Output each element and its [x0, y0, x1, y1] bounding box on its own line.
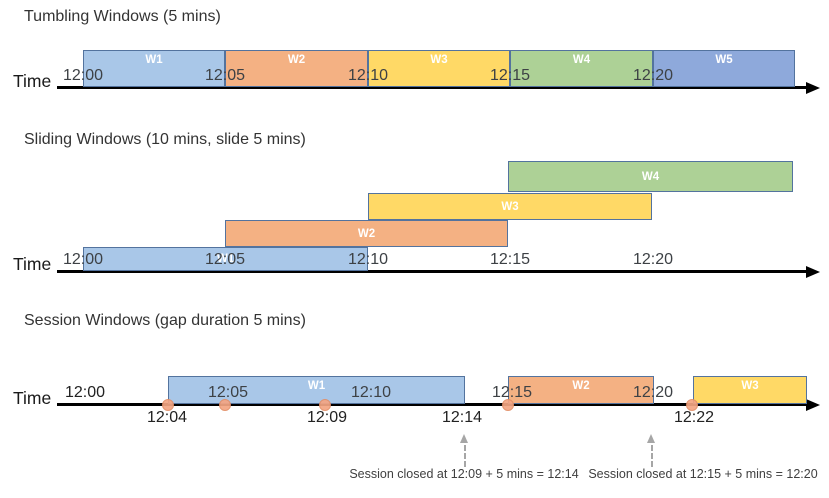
tumbling-window-w4: W4 — [510, 50, 653, 87]
tumbling-axis-label: Time — [13, 71, 52, 91]
session-window-w3: W3 — [693, 376, 807, 404]
tumbling-arrowhead-icon — [806, 82, 820, 94]
sliding-window-w2: W2 — [225, 220, 508, 247]
window-label: W3 — [741, 380, 759, 392]
event-label-12-09: 12:09 — [306, 409, 348, 426]
tumbling-title: Tumbling Windows (5 mins) — [24, 8, 221, 25]
window-label: W3 — [430, 54, 448, 66]
event-label-12-04: 12:04 — [146, 409, 188, 426]
tick-12-10: 12:10 — [347, 251, 389, 268]
sliding-arrowhead-icon — [806, 266, 820, 278]
session-window-w2: W2 — [508, 376, 654, 404]
dashed-up-arrow-icon — [647, 434, 655, 443]
close-label-12-14: 12:14 — [441, 409, 483, 426]
window-label: W3 — [501, 200, 519, 213]
window-label: W1 — [216, 253, 235, 265]
dashed-arrow-line — [651, 445, 653, 467]
session-close-annotation-1: Session closed at 12:09 + 5 mins = 12:14 — [349, 467, 579, 481]
session-timeline — [57, 403, 806, 406]
tick-12-20: 12:20 — [632, 251, 674, 268]
event-dot — [319, 399, 331, 411]
session-axis-label: Time — [13, 388, 52, 408]
dashed-arrow-line — [464, 445, 466, 467]
sliding-window-w1: W1 — [83, 247, 368, 271]
sliding-window-w4: W4 — [508, 161, 793, 192]
sliding-axis-label: Time — [13, 254, 52, 274]
tick-12-15: 12:15 — [491, 384, 533, 401]
sliding-title: Sliding Windows (10 mins, slide 5 mins) — [24, 131, 306, 148]
event-label-12-22: 12:22 — [673, 409, 715, 426]
tick-12-15: 12:15 — [489, 67, 531, 84]
dashed-up-arrow-icon — [460, 434, 468, 443]
sliding-timeline — [57, 270, 806, 273]
tick-12-05: 12:05 — [204, 251, 246, 268]
tick-12-00: 12:00 — [62, 251, 104, 268]
session-title: Session Windows (gap duration 5 mins) — [24, 312, 306, 329]
session-arrowhead-icon — [806, 399, 820, 411]
tick-12-00: 12:00 — [64, 384, 106, 401]
window-label: W1 — [145, 54, 163, 66]
sliding-window-w3: W3 — [368, 193, 652, 220]
event-dot — [219, 399, 231, 411]
tick-12-20: 12:20 — [632, 67, 674, 84]
tumbling-window-w1: W1 — [83, 50, 225, 87]
tick-12-00: 12:00 — [62, 67, 104, 84]
session-close-annotation-2: Session closed at 12:15 + 5 mins = 12:20 — [588, 467, 818, 481]
session-window-w1: W1 — [168, 376, 465, 404]
tick-12-10: 12:10 — [347, 67, 389, 84]
window-label: W1 — [307, 380, 326, 392]
window-label: W4 — [641, 170, 660, 183]
event-dot — [686, 399, 698, 411]
tumbling-window-w2: W2 — [225, 50, 368, 87]
tick-12-15: 12:15 — [489, 251, 531, 268]
window-label: W4 — [572, 54, 591, 66]
tick-12-10: 12:10 — [350, 384, 392, 401]
tick-12-20: 12:20 — [632, 384, 674, 401]
tick-12-05: 12:05 — [204, 67, 246, 84]
event-dot — [162, 399, 174, 411]
tumbling-window-w5: W5 — [653, 50, 795, 87]
window-label: W2 — [287, 54, 306, 66]
event-dot — [502, 399, 514, 411]
tick-12-05: 12:05 — [207, 384, 249, 401]
tumbling-timeline — [57, 86, 806, 89]
window-label: W5 — [715, 54, 733, 66]
window-label: W2 — [357, 227, 376, 240]
window-label: W2 — [572, 380, 590, 392]
tumbling-window-w3: W3 — [368, 50, 510, 87]
